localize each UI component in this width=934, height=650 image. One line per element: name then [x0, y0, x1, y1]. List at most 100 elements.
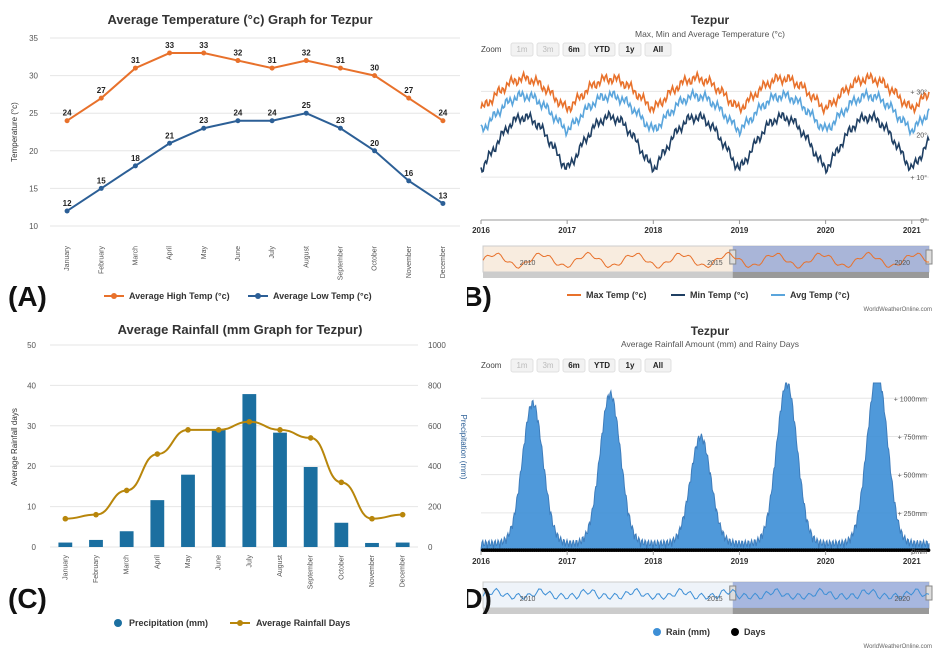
- x-tick-label: 2019: [731, 226, 749, 235]
- data-label: 27: [404, 86, 413, 95]
- high-temp-line: [66, 52, 444, 122]
- data-point: [406, 178, 412, 184]
- x-tick-label: February: [98, 246, 105, 275]
- rainfall-days-point: [399, 511, 406, 518]
- panel-d-letter: (D): [467, 583, 492, 614]
- x-tick-label: 2017: [558, 557, 576, 566]
- zoom-button-3m: 3m: [542, 45, 553, 54]
- data-point: [201, 50, 207, 56]
- panel-a-x-ticks: January February March April May June July Augu…: [64, 245, 447, 280]
- left-y-tick-label: 40: [27, 381, 36, 390]
- precipitation-bar: [150, 500, 165, 547]
- data-point: [440, 118, 446, 124]
- panel-b-navigator[interactable]: 2010 2015 2020: [482, 245, 933, 278]
- zoom-button-3m: 3m: [542, 361, 553, 370]
- data-point: [303, 58, 309, 64]
- data-label: 24: [268, 109, 277, 118]
- y-tick-label: 10: [29, 222, 38, 231]
- precipitation-bar: [303, 467, 318, 547]
- panel-c-grid: [50, 344, 418, 548]
- panel-c-rainfall-chart: Average Rainfall (mm Graph for Tezpur) A…: [8, 325, 467, 628]
- x-tick-label: 2017: [558, 226, 576, 235]
- right-y-tick-label: 1000: [428, 341, 446, 350]
- y-tick-label: 35: [29, 34, 38, 43]
- x-tick-label: April: [154, 555, 161, 569]
- panel-a-title: Average Temperature (°c) Graph for Tezpu…: [107, 12, 372, 27]
- zoom-button-6m: 6m: [568, 45, 580, 54]
- y-tick-label: 0°: [920, 217, 927, 225]
- data-point: [64, 208, 70, 214]
- y-tick-label: + 10°: [910, 174, 927, 182]
- right-y-tick-label: 200: [428, 503, 442, 512]
- x-tick-label: 2016: [472, 226, 490, 235]
- panel-a-series: 24 27 31 33 33 32 31 32 31 30 27 24 12 15 18 21 23 24 24 25…: [63, 41, 448, 214]
- navigator-scrollbar-thumb: [732, 272, 929, 278]
- panel-d-title: Tezpur: [691, 325, 730, 338]
- data-label: 24: [233, 109, 242, 118]
- precipitation-bar: [395, 542, 410, 547]
- y-tick-label: 30: [29, 72, 38, 81]
- zoom-button-bg: [510, 42, 534, 57]
- zoom-button-bg: [562, 358, 586, 373]
- y-tick-label: 15: [29, 184, 38, 193]
- panel-d-y-ticks: + 1000mm + 750mm + 500mm + 250mm 0mm: [894, 396, 927, 556]
- navigator-scrollbar: [483, 608, 929, 614]
- rainfall-days-point: [307, 435, 314, 441]
- zoom-label: Zoom: [481, 361, 502, 370]
- data-label: 30: [370, 64, 379, 73]
- legend-low-temp: Average Low Temp (°c): [273, 291, 372, 301]
- panel-b-x-ticks: 2016 2017 2018 2019 2020 2021: [472, 220, 921, 235]
- zoom-button-ytd: YTD: [594, 361, 610, 370]
- panel-a-y-axis-label: Temperature (°c): [10, 102, 19, 162]
- data-point: [406, 95, 412, 101]
- navigator-series: [482, 587, 930, 600]
- panel-a-letter: (A): [8, 281, 47, 312]
- precipitation-bar: [211, 429, 226, 547]
- panel-d-credit: WorldWeatherOnline.com: [864, 644, 932, 650]
- y-tick-label: 20°: [916, 131, 927, 139]
- avg-temp-line: [480, 87, 930, 139]
- navigator-year-label: 2010: [520, 596, 536, 603]
- navigator-handle-left: [729, 585, 737, 601]
- x-tick-label: July: [269, 246, 276, 259]
- panel-a-y-ticks: 35 30 25 20 15 10: [29, 34, 38, 231]
- zoom-button-bg: [644, 42, 672, 57]
- zoom-button-all: All: [653, 45, 663, 54]
- panel-b-y-ticks: + 30° 20° + 10° 0°: [910, 88, 927, 225]
- zoom-button-bg: [618, 42, 642, 57]
- panel-d-navigator[interactable]: 2010 2015 2020: [482, 581, 933, 614]
- zoom-button-1y: 1y: [626, 361, 635, 370]
- panel-c-title: Average Rainfall (mm Graph for Tezpur): [118, 325, 363, 337]
- panel-c-legend: Precipitation (mm) Average Rainfall Days: [114, 618, 350, 628]
- navigator-year-label: 2015: [707, 260, 723, 267]
- rainfall-days-point: [93, 511, 99, 518]
- data-point: [64, 118, 70, 124]
- x-tick-label: October: [338, 554, 345, 580]
- x-tick-label: January: [62, 555, 69, 580]
- panel-b-legend: Max Temp (°c) Min Temp (°c) Avg Temp (°c…: [567, 290, 850, 300]
- panel-c-right-axis-label: Precipitation (mm): [459, 415, 467, 480]
- data-label: 31: [268, 56, 277, 65]
- data-label: 32: [302, 49, 311, 58]
- data-point: [372, 148, 378, 154]
- data-label: 31: [131, 56, 140, 65]
- zoom-button-bg: [618, 358, 642, 373]
- precipitation-bar: [273, 432, 287, 547]
- x-tick-label: June: [216, 555, 223, 570]
- rainy-days-point: [926, 548, 931, 553]
- x-tick-label: 2021: [903, 557, 921, 566]
- data-label: 32: [233, 49, 242, 58]
- panel-b-credit: WorldWeatherOnline.com: [864, 307, 932, 313]
- right-y-tick-label: 0: [428, 543, 433, 552]
- zoom-label: Zoom: [481, 45, 502, 54]
- x-tick-label: August: [303, 246, 310, 268]
- y-tick-label: + 250mm: [898, 511, 928, 518]
- data-point: [167, 50, 173, 56]
- x-tick-label: April: [167, 246, 174, 260]
- zoom-button-bg: [644, 358, 672, 373]
- data-label: 33: [199, 41, 208, 50]
- data-point: [98, 95, 104, 101]
- zoom-button-bg: [562, 42, 586, 57]
- rainfall-days-line: [65, 420, 403, 520]
- panel-d-subtitle: Average Rainfall Amount (mm) and Rainy D…: [621, 339, 799, 349]
